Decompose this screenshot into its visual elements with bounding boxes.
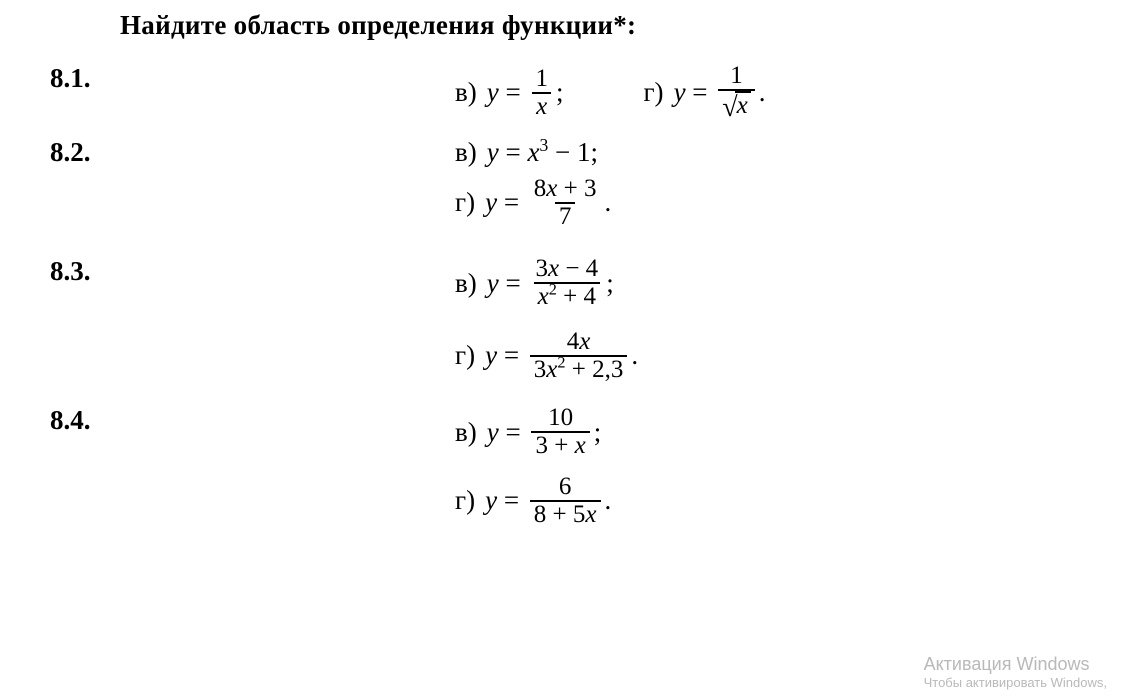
- numerator: 3x − 4: [531, 256, 602, 282]
- denominator: 3 + x: [531, 431, 589, 459]
- equation: y = 3x − 4 x2 + 4 ;: [487, 256, 614, 311]
- numerator: 4x: [563, 329, 595, 355]
- problem-number: 8.2.: [50, 137, 130, 168]
- denominator: 8 + 5x: [530, 500, 601, 528]
- problem-items: в) y = x3 − 1 ; г) y = 8x + 3 7: [455, 137, 1085, 239]
- problem-item: г) y = 8x + 3 7 .: [455, 176, 1085, 231]
- expr: x3 − 1: [527, 137, 590, 168]
- problem-8-3: 8.3. в) y = 3x − 4 x2 + 4 ; г) y: [50, 256, 1085, 391]
- denominator: √ x: [718, 89, 754, 122]
- item-letter: г): [455, 187, 475, 218]
- sqrt: √ x: [722, 91, 750, 120]
- watermark-line2: Чтобы активировать Windows,: [924, 675, 1107, 690]
- equation: y = x3 − 1 ;: [487, 137, 598, 168]
- fraction: 10 3 + x: [531, 405, 589, 460]
- numerator: 8x + 3: [530, 176, 601, 202]
- equation: y = 6 8 + 5x .: [485, 474, 611, 529]
- problem-number: 8.3.: [50, 256, 130, 287]
- denominator: x: [532, 92, 551, 120]
- fraction: 1 √ x: [718, 63, 754, 123]
- equation: y = 1 x ;: [487, 66, 564, 121]
- equation: y = 4x 3x2 + 2,3 .: [485, 329, 638, 384]
- item-letter: в): [455, 268, 477, 299]
- windows-activation-watermark: Активация Windows Чтобы активировать Win…: [924, 654, 1107, 690]
- numerator: 10: [544, 405, 577, 431]
- equation: y = 10 3 + x ;: [487, 405, 601, 460]
- problem-item: в) y = 10 3 + x ;: [455, 405, 1085, 460]
- equation: y = 1 √ x .: [674, 63, 766, 123]
- page: Найдите область определения функции*: 8.…: [0, 0, 1125, 700]
- problem-item: в) y = 3x − 4 x2 + 4 ;: [455, 256, 1085, 311]
- item-letter: г): [643, 77, 663, 108]
- problem-item: в) y = x3 − 1 ;: [455, 137, 1085, 168]
- problem-item: г) y = 1 √ x .: [643, 63, 765, 123]
- denominator: 3x2 + 2,3: [530, 355, 628, 383]
- numerator: 1: [726, 63, 747, 89]
- problem-8-2: 8.2. в) y = x3 − 1 ; г) y = 8x + 3: [50, 137, 1085, 239]
- item-letter: в): [455, 77, 477, 108]
- fraction: 6 8 + 5x: [530, 474, 601, 529]
- fraction: 1 x: [531, 66, 552, 121]
- problem-8-1: 8.1. в) y = 1 x ; г) y =: [50, 63, 1085, 131]
- numerator: 6: [555, 474, 576, 500]
- fraction: 8x + 3 7: [530, 176, 601, 231]
- problem-items: в) y = 10 3 + x ; г) y = 6: [455, 405, 1085, 536]
- problem-8-4: 8.4. в) y = 10 3 + x ; г) y: [50, 405, 1085, 536]
- problem-item: в) y = 1 x ;: [455, 63, 563, 123]
- fraction: 4x 3x2 + 2,3: [530, 329, 628, 384]
- denominator: x2 + 4: [534, 282, 600, 310]
- fraction: 3x − 4 x2 + 4: [531, 256, 602, 311]
- item-letter: в): [455, 417, 477, 448]
- denominator: 7: [555, 202, 576, 230]
- problem-items: в) y = 1 x ; г) y = 1: [455, 63, 1085, 131]
- item-letter: г): [455, 340, 475, 371]
- watermark-line1: Активация Windows: [924, 654, 1107, 675]
- numerator: 1: [531, 66, 552, 92]
- equation: y = 8x + 3 7 .: [485, 176, 611, 231]
- heading: Найдите область определения функции*:: [120, 10, 1085, 41]
- problem-items: в) y = 3x − 4 x2 + 4 ; г) y =: [455, 256, 1085, 391]
- item-letter: в): [455, 137, 477, 168]
- problem-item: г) y = 6 8 + 5x .: [455, 474, 1085, 529]
- problem-number: 8.4.: [50, 405, 130, 436]
- item-letter: г): [455, 485, 475, 516]
- problem-number: 8.1.: [50, 63, 130, 94]
- problem-item: г) y = 4x 3x2 + 2,3 .: [455, 329, 1085, 384]
